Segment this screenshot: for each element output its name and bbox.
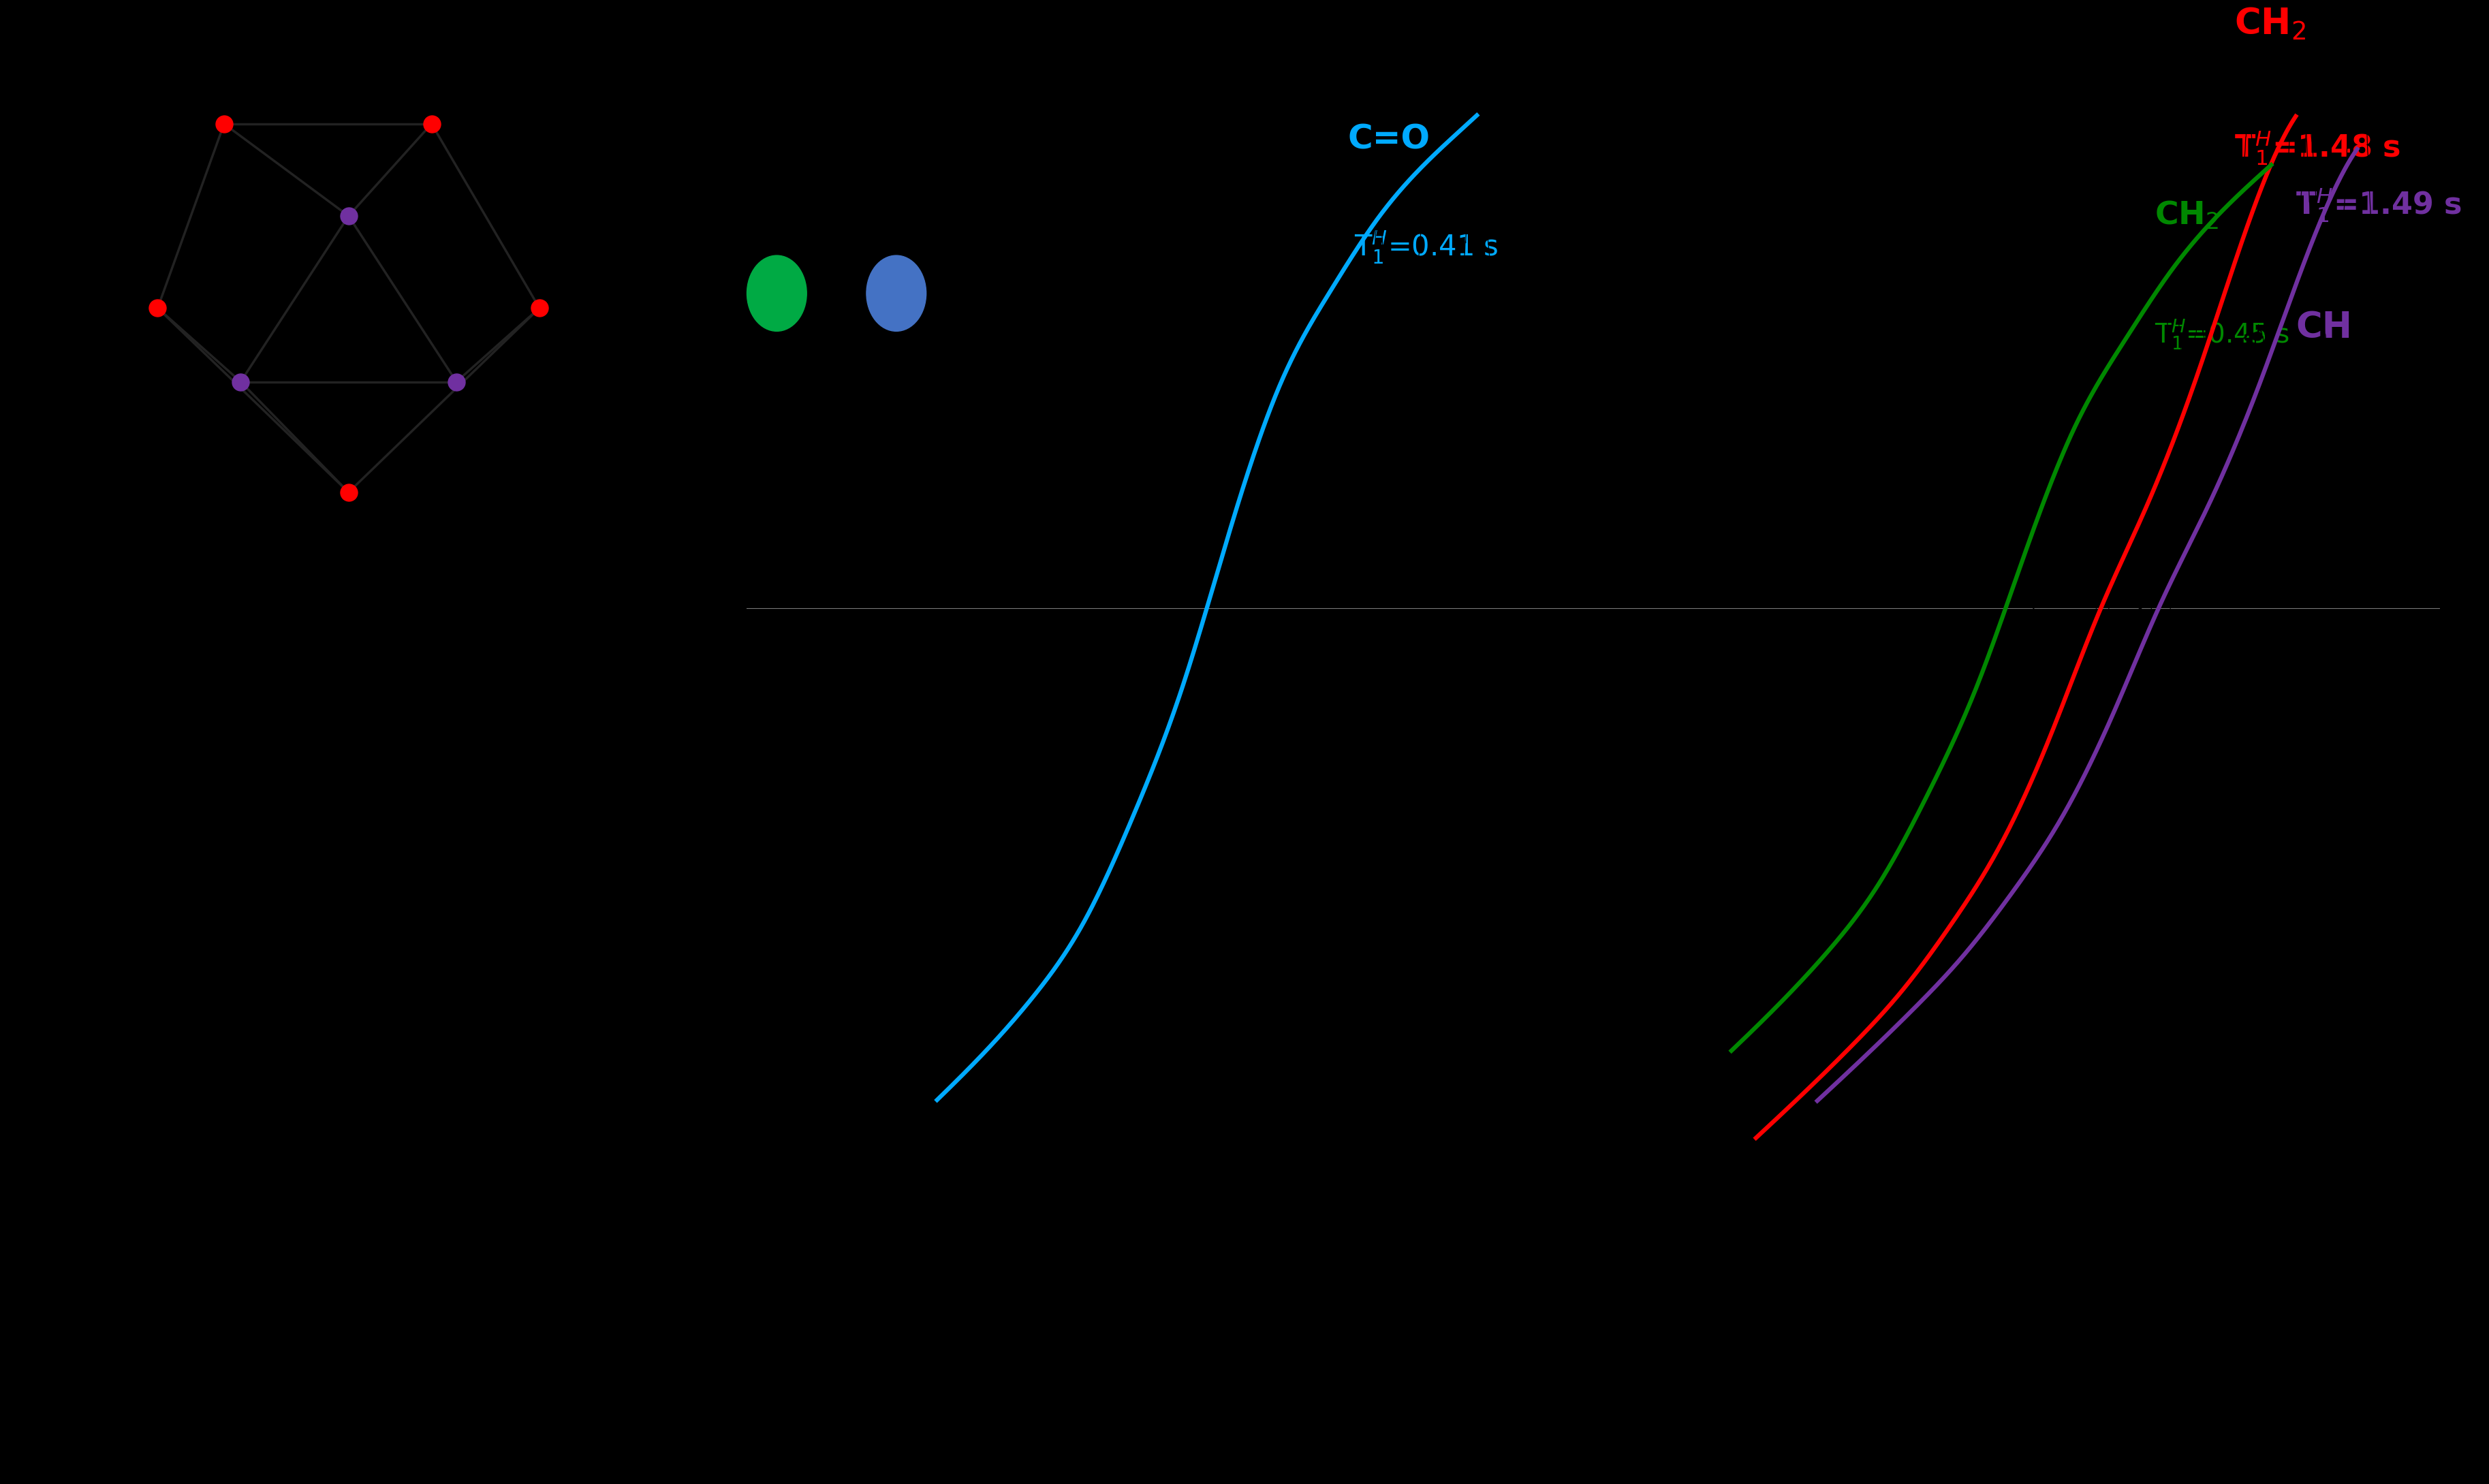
Text: CH$_2$: CH$_2$ xyxy=(2153,199,2218,232)
Text: T$_1^H$=0.45 s: T$_1^H$=0.45 s xyxy=(2153,318,2290,352)
Text: N: N xyxy=(692,375,712,401)
Text: CH: CH xyxy=(2295,310,2352,346)
Text: OH: OH xyxy=(851,110,896,135)
Text: CH$_2$: CH$_2$ xyxy=(2233,6,2305,42)
Text: T$_1^H$=1.48 s: T$_1^H$=1.48 s xyxy=(2233,129,2399,166)
Text: アダマンタン: アダマンタン xyxy=(304,580,393,603)
Text: 2: 2 xyxy=(670,389,682,405)
Text: α-グリシン: α-グリシン xyxy=(742,530,826,554)
Text: C=O: C=O xyxy=(1347,123,1431,156)
Text: T$_1^H$=0.41 s: T$_1^H$=0.41 s xyxy=(1354,230,1498,266)
Text: O: O xyxy=(996,280,1020,306)
Circle shape xyxy=(747,255,806,331)
Text: 化学シフト（ppm）: 化学シフト（ppm） xyxy=(1386,1319,1603,1350)
Circle shape xyxy=(866,255,926,331)
Text: T$_1^H$=1.49 s: T$_1^H$=1.49 s xyxy=(2295,187,2462,224)
Text: H: H xyxy=(625,375,645,401)
